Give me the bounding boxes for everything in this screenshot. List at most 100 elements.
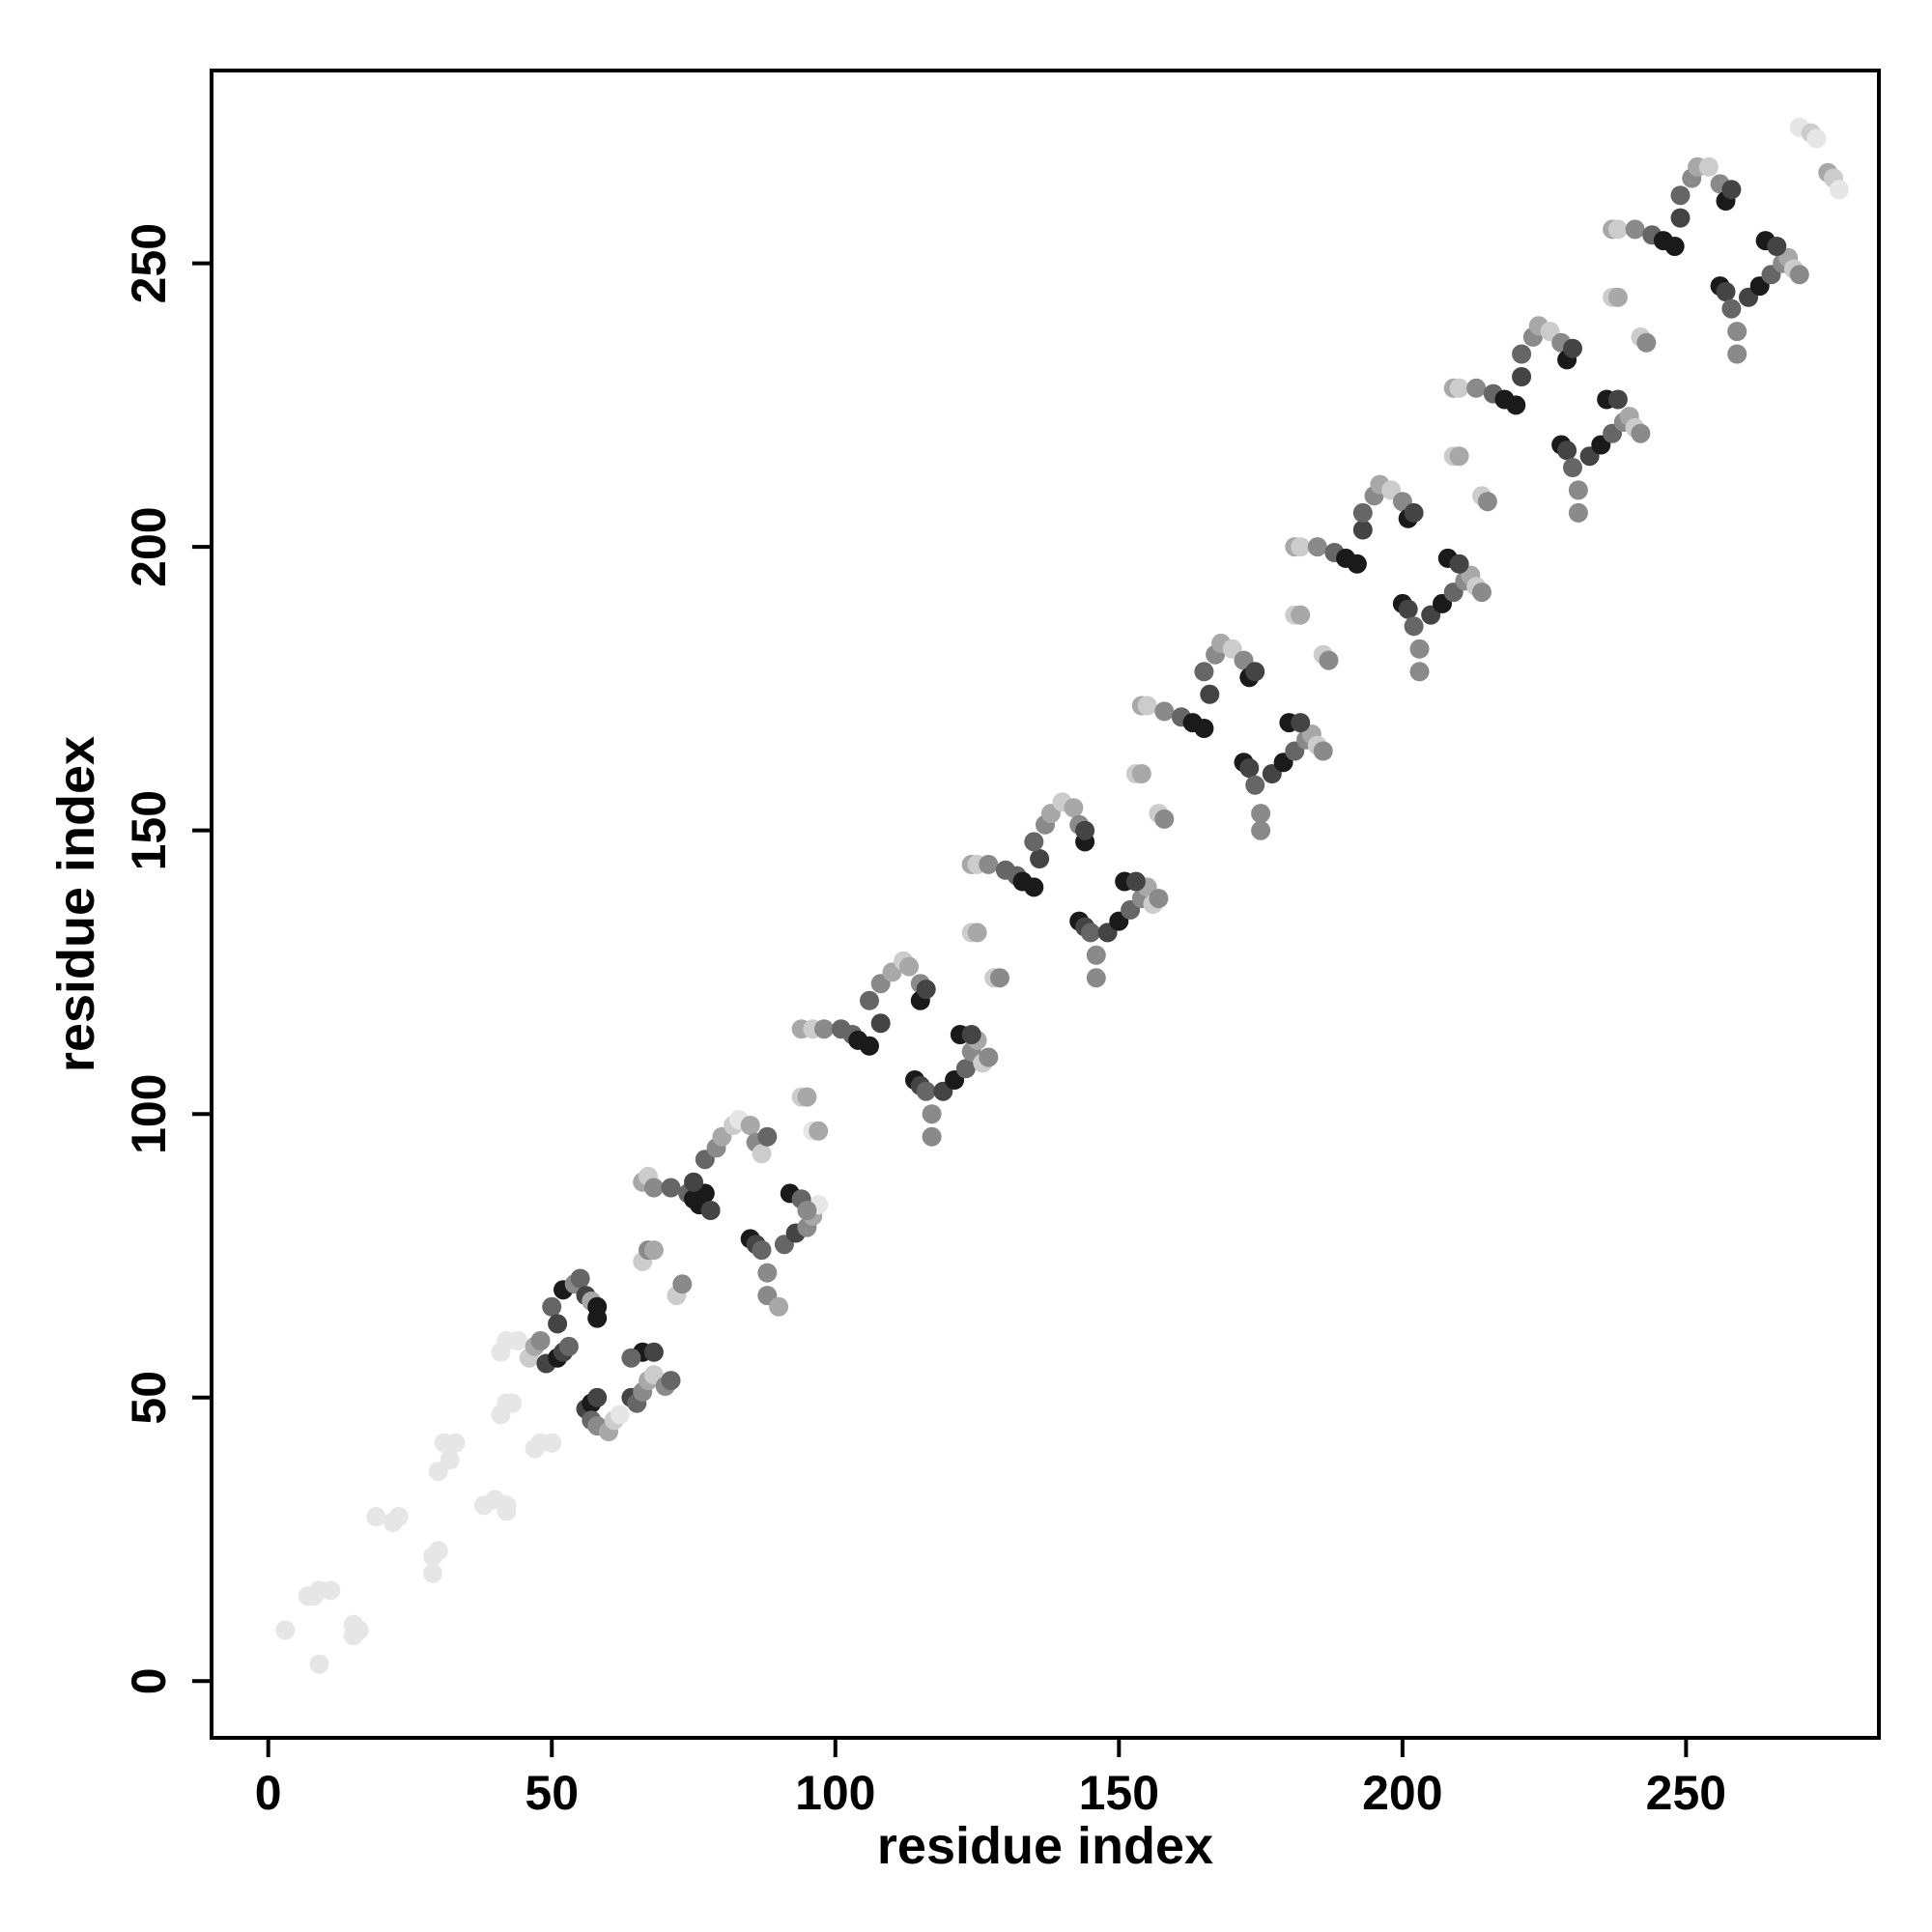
data-point bbox=[428, 1541, 448, 1561]
data-point bbox=[860, 990, 879, 1010]
data-point bbox=[672, 1274, 693, 1294]
data-point bbox=[1512, 344, 1532, 364]
data-point bbox=[916, 980, 936, 1000]
data-point bbox=[1307, 537, 1327, 557]
data-point bbox=[643, 1342, 664, 1362]
y-tick-label: 150 bbox=[122, 790, 176, 870]
data-point bbox=[1398, 599, 1418, 619]
data-point bbox=[1154, 701, 1175, 722]
y-tick-label: 0 bbox=[122, 1667, 176, 1694]
data-point bbox=[1557, 440, 1577, 461]
data-point bbox=[570, 1268, 590, 1289]
data-point bbox=[1568, 502, 1588, 523]
data-point bbox=[1806, 128, 1827, 149]
data-point bbox=[1829, 180, 1849, 200]
data-point bbox=[990, 968, 1009, 988]
y-tick-label: 200 bbox=[122, 506, 176, 586]
data-point bbox=[740, 1116, 760, 1135]
y-tick-label: 100 bbox=[122, 1073, 176, 1153]
data-point bbox=[1064, 798, 1084, 818]
data-point bbox=[1563, 458, 1582, 477]
data-point bbox=[814, 1019, 834, 1039]
data-point bbox=[1466, 378, 1487, 398]
data-point bbox=[1347, 554, 1367, 574]
data-point bbox=[1449, 446, 1469, 467]
data-point bbox=[366, 1507, 386, 1526]
data-point bbox=[502, 1393, 523, 1413]
data-point bbox=[1506, 395, 1526, 415]
data-point bbox=[1563, 338, 1582, 358]
data-point bbox=[1291, 537, 1311, 557]
data-point bbox=[916, 1081, 936, 1101]
data-point bbox=[1472, 582, 1492, 603]
data-point bbox=[797, 1201, 817, 1220]
data-point bbox=[1409, 639, 1430, 659]
data-point bbox=[752, 1240, 772, 1261]
data-point bbox=[321, 1580, 341, 1601]
data-point bbox=[643, 1240, 664, 1261]
data-point bbox=[1449, 378, 1469, 398]
data-point bbox=[497, 1501, 517, 1521]
x-axis-title: residue index bbox=[877, 1817, 1213, 1875]
data-point bbox=[967, 923, 987, 943]
data-point bbox=[979, 1047, 999, 1067]
data-point bbox=[757, 1263, 778, 1283]
data-point bbox=[1319, 650, 1339, 670]
data-point bbox=[922, 1126, 942, 1147]
data-point bbox=[1024, 877, 1044, 897]
data-point bbox=[1086, 945, 1106, 965]
y-axis: 0 50 100 150 200 250 bbox=[122, 223, 213, 1694]
data-point bbox=[1404, 502, 1424, 523]
data-point bbox=[1125, 871, 1146, 892]
data-point bbox=[309, 1654, 329, 1674]
y-axis-title: residue index bbox=[47, 736, 105, 1072]
data-point bbox=[979, 854, 999, 874]
data-point bbox=[955, 1059, 976, 1079]
data-point bbox=[870, 1013, 891, 1034]
data-point bbox=[769, 1296, 789, 1317]
data-point bbox=[275, 1620, 296, 1640]
x-tick-label: 100 bbox=[795, 1766, 875, 1820]
data-point bbox=[1081, 923, 1100, 943]
data-point bbox=[1149, 889, 1169, 909]
data-point bbox=[530, 1331, 551, 1350]
y-tick-label: 250 bbox=[122, 223, 176, 303]
data-point bbox=[1030, 849, 1050, 868]
data-point bbox=[797, 1087, 817, 1107]
data-point bbox=[558, 1336, 579, 1356]
data-point bbox=[1291, 713, 1311, 733]
data-point bbox=[1670, 208, 1690, 228]
data-point bbox=[343, 1614, 363, 1634]
data-point bbox=[445, 1433, 466, 1453]
data-point bbox=[1721, 180, 1742, 200]
x-tick-label: 250 bbox=[1646, 1766, 1726, 1820]
data-point bbox=[1251, 820, 1271, 840]
data-point bbox=[423, 1563, 442, 1583]
data-point bbox=[757, 1126, 778, 1147]
data-point bbox=[587, 1387, 608, 1407]
data-point bbox=[1607, 389, 1628, 410]
data-point bbox=[1727, 344, 1747, 364]
data-point bbox=[1512, 367, 1532, 386]
data-point bbox=[1636, 332, 1657, 353]
data-point bbox=[752, 1144, 772, 1164]
data-point bbox=[548, 1314, 568, 1334]
x-tick-label: 0 bbox=[255, 1766, 282, 1820]
data-point bbox=[1200, 684, 1220, 704]
data-point bbox=[899, 956, 920, 977]
data-point bbox=[1137, 696, 1157, 716]
data-point bbox=[1313, 741, 1333, 761]
data-point bbox=[1024, 832, 1044, 852]
x-tick-label: 200 bbox=[1362, 1766, 1442, 1820]
data-point bbox=[542, 1433, 562, 1453]
data-point bbox=[1352, 502, 1373, 523]
data-point bbox=[1477, 492, 1497, 512]
plot-frame bbox=[210, 69, 1881, 1740]
y-tick-label: 50 bbox=[122, 1371, 176, 1425]
data-point bbox=[1698, 156, 1719, 177]
x-axis: 0 50 100 150 200 250 bbox=[255, 1736, 1726, 1820]
data-point bbox=[1607, 287, 1628, 307]
data-point bbox=[1670, 185, 1690, 206]
data-point bbox=[388, 1507, 409, 1526]
data-points bbox=[275, 117, 1849, 1674]
